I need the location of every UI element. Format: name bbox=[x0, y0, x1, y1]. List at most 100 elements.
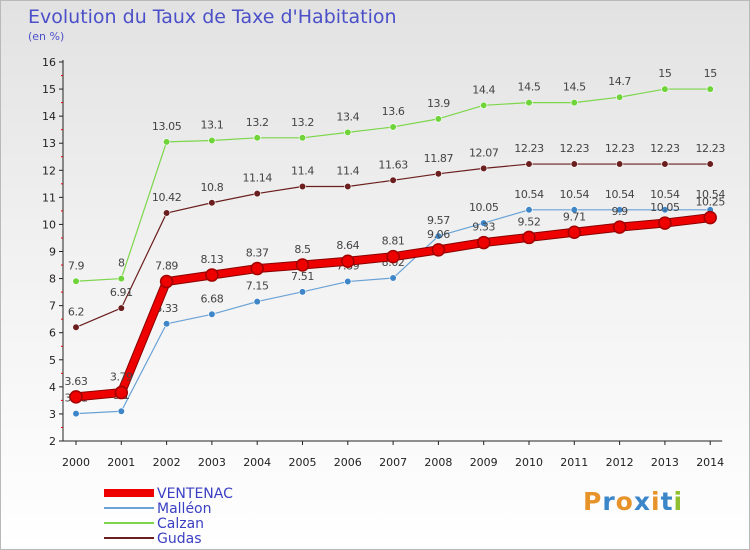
data-label: 10.54 bbox=[695, 188, 725, 201]
data-point bbox=[208, 199, 216, 207]
y-tick-label: 9 bbox=[49, 246, 56, 259]
data-label: 14.7 bbox=[608, 75, 631, 88]
data-label: 15 bbox=[704, 67, 718, 80]
data-label: 7.89 bbox=[155, 260, 178, 273]
logo-letter: x bbox=[633, 487, 651, 516]
data-point bbox=[205, 268, 219, 282]
data-point bbox=[703, 210, 717, 225]
y-tick-label: 12 bbox=[42, 164, 56, 177]
data-label: 11.14 bbox=[242, 172, 272, 185]
data-point bbox=[476, 235, 491, 250]
data-label: 13.05 bbox=[152, 120, 182, 133]
y-tick-label: 13 bbox=[42, 137, 56, 150]
x-tick-label: 2006 bbox=[334, 456, 362, 469]
x-tick-label: 2008 bbox=[424, 456, 452, 469]
data-point bbox=[208, 310, 216, 318]
data-label: 9.9 bbox=[611, 205, 628, 218]
logo-letter: P bbox=[583, 487, 603, 516]
data-point bbox=[389, 176, 397, 184]
data-point bbox=[525, 160, 533, 168]
data-point bbox=[570, 160, 578, 168]
data-label: 12.23 bbox=[695, 142, 725, 155]
data-label: 7.9 bbox=[68, 259, 85, 272]
data-point bbox=[612, 220, 627, 234]
data-point bbox=[431, 243, 446, 257]
data-label: 3.63 bbox=[65, 375, 88, 388]
data-point bbox=[117, 274, 125, 283]
data-point bbox=[389, 123, 397, 131]
legend-label: Calzan bbox=[157, 516, 204, 532]
data-point bbox=[117, 407, 125, 415]
x-tick-label: 2002 bbox=[153, 456, 181, 469]
data-point bbox=[706, 85, 714, 93]
data-point bbox=[480, 101, 488, 109]
data-point bbox=[69, 390, 83, 404]
data-point bbox=[567, 225, 582, 240]
y-tick-label: 2 bbox=[49, 435, 56, 448]
data-label: 11.87 bbox=[424, 152, 454, 165]
y-tick-label: 6 bbox=[49, 327, 56, 340]
data-point bbox=[522, 230, 536, 245]
data-label: 15 bbox=[658, 67, 672, 80]
data-label: 11.4 bbox=[336, 165, 359, 178]
data-point bbox=[661, 206, 669, 214]
data-point bbox=[253, 297, 261, 306]
data-point bbox=[570, 99, 578, 107]
x-tick-label: 2014 bbox=[696, 456, 724, 469]
data-label: 10.42 bbox=[152, 191, 182, 204]
x-tick-label: 2011 bbox=[560, 456, 588, 469]
data-point bbox=[117, 304, 125, 312]
data-point bbox=[253, 134, 261, 142]
data-label: 7.51 bbox=[291, 270, 314, 283]
data-label: 8.64 bbox=[336, 239, 359, 252]
y-tick-label: 7 bbox=[49, 300, 56, 313]
data-label: 8.13 bbox=[200, 253, 223, 266]
data-point bbox=[298, 182, 307, 191]
y-tick-label: 15 bbox=[42, 83, 56, 96]
logo-letter: o bbox=[615, 487, 634, 516]
data-label: 10.8 bbox=[200, 181, 223, 194]
data-point bbox=[295, 258, 310, 272]
data-point bbox=[344, 182, 352, 191]
data-point bbox=[163, 209, 171, 217]
data-point bbox=[480, 219, 488, 227]
data-point bbox=[661, 160, 669, 168]
x-tick-label: 2012 bbox=[606, 456, 634, 469]
data-point bbox=[661, 85, 669, 93]
data-label: 14.5 bbox=[563, 81, 586, 94]
logo-letter: i bbox=[651, 487, 661, 516]
data-point bbox=[615, 206, 624, 214]
data-label: 9.33 bbox=[472, 221, 495, 234]
data-point bbox=[163, 320, 171, 328]
y-tick-label: 4 bbox=[49, 381, 56, 394]
data-label: 9.57 bbox=[427, 214, 450, 227]
data-label: 11.63 bbox=[378, 158, 408, 171]
data-point bbox=[163, 138, 171, 146]
data-point bbox=[386, 249, 400, 264]
data-label: 12.23 bbox=[560, 142, 590, 155]
y-tick-label: 10 bbox=[42, 218, 56, 231]
x-tick-label: 2003 bbox=[198, 456, 226, 469]
y-tick-label: 3 bbox=[49, 408, 56, 421]
data-label: 6.91 bbox=[110, 286, 133, 299]
chart-title: Evolution du Taux de Taxe d'Habitation bbox=[28, 6, 397, 28]
data-point bbox=[389, 274, 397, 282]
data-label: 13.4 bbox=[336, 110, 359, 123]
data-label: 12.07 bbox=[469, 146, 499, 159]
data-point bbox=[658, 216, 672, 230]
data-label: 10.54 bbox=[514, 188, 544, 201]
x-tick-label: 2010 bbox=[515, 456, 543, 469]
data-label: 10.54 bbox=[605, 188, 635, 201]
data-label: 12.23 bbox=[605, 142, 635, 155]
data-label: 9.06 bbox=[427, 228, 450, 241]
data-point bbox=[344, 128, 352, 136]
data-label: 13.1 bbox=[200, 119, 223, 132]
data-label: 13.2 bbox=[291, 116, 314, 129]
data-label: 7.15 bbox=[246, 280, 269, 293]
data-label: 13.2 bbox=[246, 116, 269, 129]
legend-label: Gudas bbox=[157, 531, 201, 547]
data-point bbox=[525, 99, 533, 107]
data-label: 11.4 bbox=[291, 165, 314, 178]
x-tick-label: 2000 bbox=[62, 456, 90, 469]
